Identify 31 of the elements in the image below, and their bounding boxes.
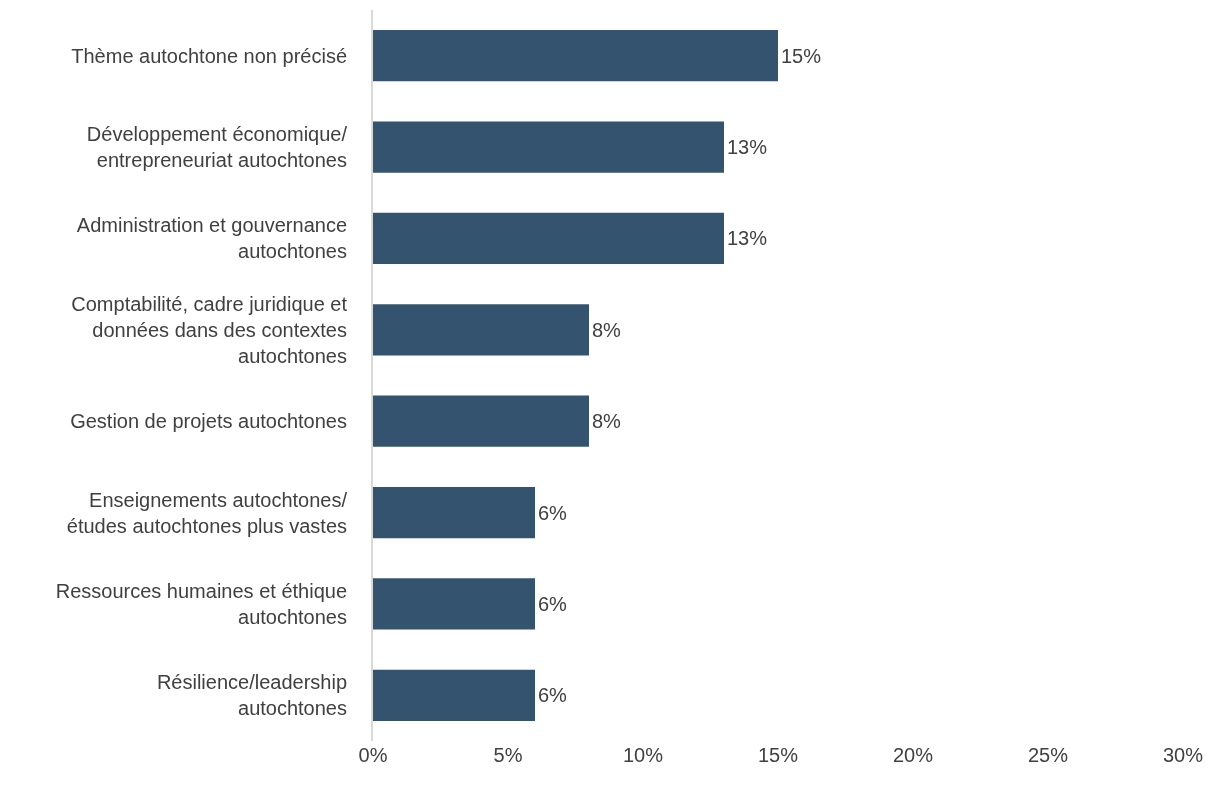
data-label: 6%	[538, 501, 568, 524]
data-label: 8%	[592, 410, 622, 433]
x-tick-label: 0%	[358, 744, 388, 766]
bar	[373, 30, 778, 82]
data-label: 13%	[727, 227, 768, 250]
data-label: 13%	[727, 136, 768, 159]
data-label: 6%	[538, 592, 568, 615]
y-tick-label: Résilience/leadership autochtones	[156, 671, 347, 720]
x-tick-label: 5%	[493, 744, 523, 766]
y-tick-label: Enseignements autochtones/ études autochtones plus vastes	[66, 488, 348, 537]
y-tick-label: Gestion de projets autochtones	[70, 410, 347, 433]
data-label: 15%	[781, 44, 822, 67]
y-tick-label: Ressources humaines et éthique autochtones	[55, 579, 347, 628]
bar	[373, 304, 589, 356]
y-tick-label: Thème autochtone non précisé	[71, 44, 347, 67]
x-tick-label: 20%	[892, 744, 934, 766]
bar	[373, 578, 535, 630]
x-tick-label: 10%	[622, 744, 664, 766]
x-tick-label: 25%	[1027, 744, 1069, 766]
y-tick-label: Développement économique/ entrepreneuriat autochtones	[86, 123, 348, 172]
x-tick-label: 15%	[757, 744, 799, 766]
bar	[373, 395, 589, 447]
y-tick-label: Administration et gouvernance autochtones	[76, 214, 347, 263]
data-label: 8%	[592, 318, 622, 341]
bar	[373, 121, 724, 173]
bar	[373, 669, 535, 721]
data-label: 6%	[538, 684, 568, 707]
x-tick-label: 30%	[1162, 744, 1204, 766]
bar	[373, 212, 724, 265]
bar	[373, 486, 535, 539]
y-tick-label: Comptabilité, cadre juridique et données dans des contextes autochtones	[71, 292, 348, 367]
